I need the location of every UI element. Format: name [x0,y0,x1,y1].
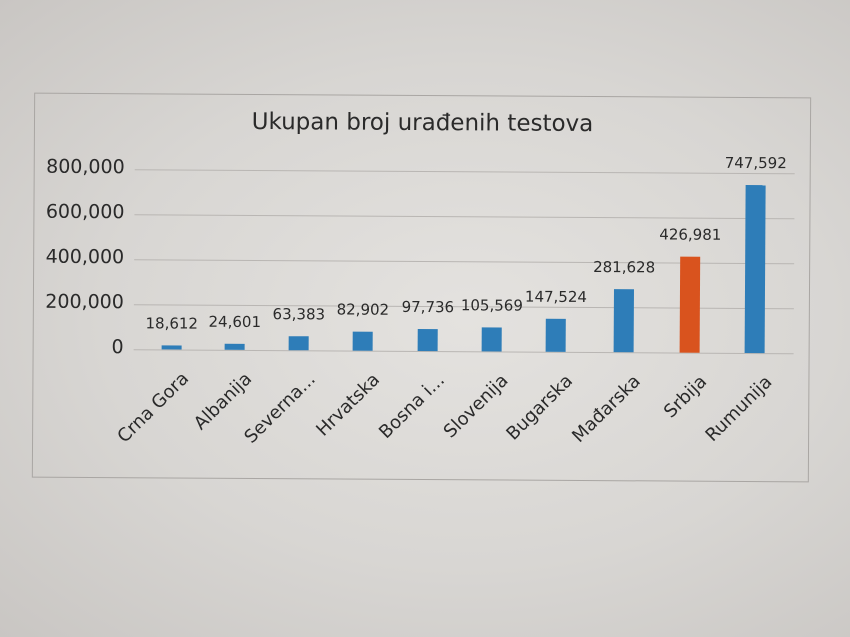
x-axis-category-label: Mađarska [568,370,645,447]
bar-hrvatska [352,331,373,351]
bar-ma-arska [613,288,634,353]
plot-area: 0 200,000 400,000 600,000 800,000 18,612 Crna … [33,94,810,482]
bar-severna- [288,335,309,351]
x-axis-category-label: Hrvatska [312,369,384,441]
y-axis-tick-label: 800,000 [46,155,125,179]
data-label: 426,981 [659,225,722,244]
bar-rumunija [744,184,766,354]
x-axis-category-label: Albanija [189,368,256,435]
chart-frame: Ukupan broj urađenih testova 0 200,000 400… [31,92,812,483]
x-axis-category-label: Rumunija [700,371,776,446]
x-axis-category-label: Bosna i... [374,369,449,443]
bar-slovenija [481,327,502,352]
y-axis-tick-label: 0 [111,336,124,359]
bar-bugarska [545,318,566,352]
bar-crna-gora [161,345,182,350]
y-axis-tick-label: 400,000 [45,245,125,269]
bar-albanija [224,344,245,350]
y-axis-tick-label: 200,000 [45,290,124,314]
data-label: 747,592 [724,153,787,173]
x-axis-category-label: Bugarska [502,370,577,445]
data-label: 281,628 [593,257,656,277]
x-axis-category-label: Srbija [659,371,711,423]
x-axis-category-label: Slovenija [440,370,513,443]
y-axis-tick-label: 600,000 [45,200,125,224]
gridline [134,214,795,220]
gridline [134,169,795,175]
bar-bosna-i- [417,328,438,352]
bar-srbija [679,256,701,353]
x-axis-category-label: Crna Gora [113,368,193,448]
data-label: 147,524 [524,287,588,306]
